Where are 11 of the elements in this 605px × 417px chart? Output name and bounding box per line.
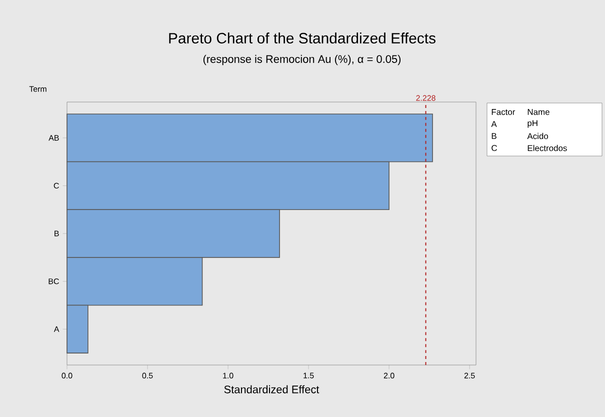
chart-title: Pareto Chart of the Standardized Effects <box>169 32 436 44</box>
text: Electrodos <box>528 144 567 152</box>
text: Name <box>528 109 550 115</box>
text: Acido <box>527 132 548 140</box>
text: A <box>491 121 497 127</box>
text: Factor <box>492 109 516 115</box>
text: pH <box>528 120 538 128</box>
text: C <box>492 145 497 151</box>
text: B <box>492 133 496 139</box>
chart-subtitle: (response is Remocion Au (%), α = 0.05) <box>203 54 401 66</box>
x-axis-title: Standardized Effect <box>224 385 320 394</box>
